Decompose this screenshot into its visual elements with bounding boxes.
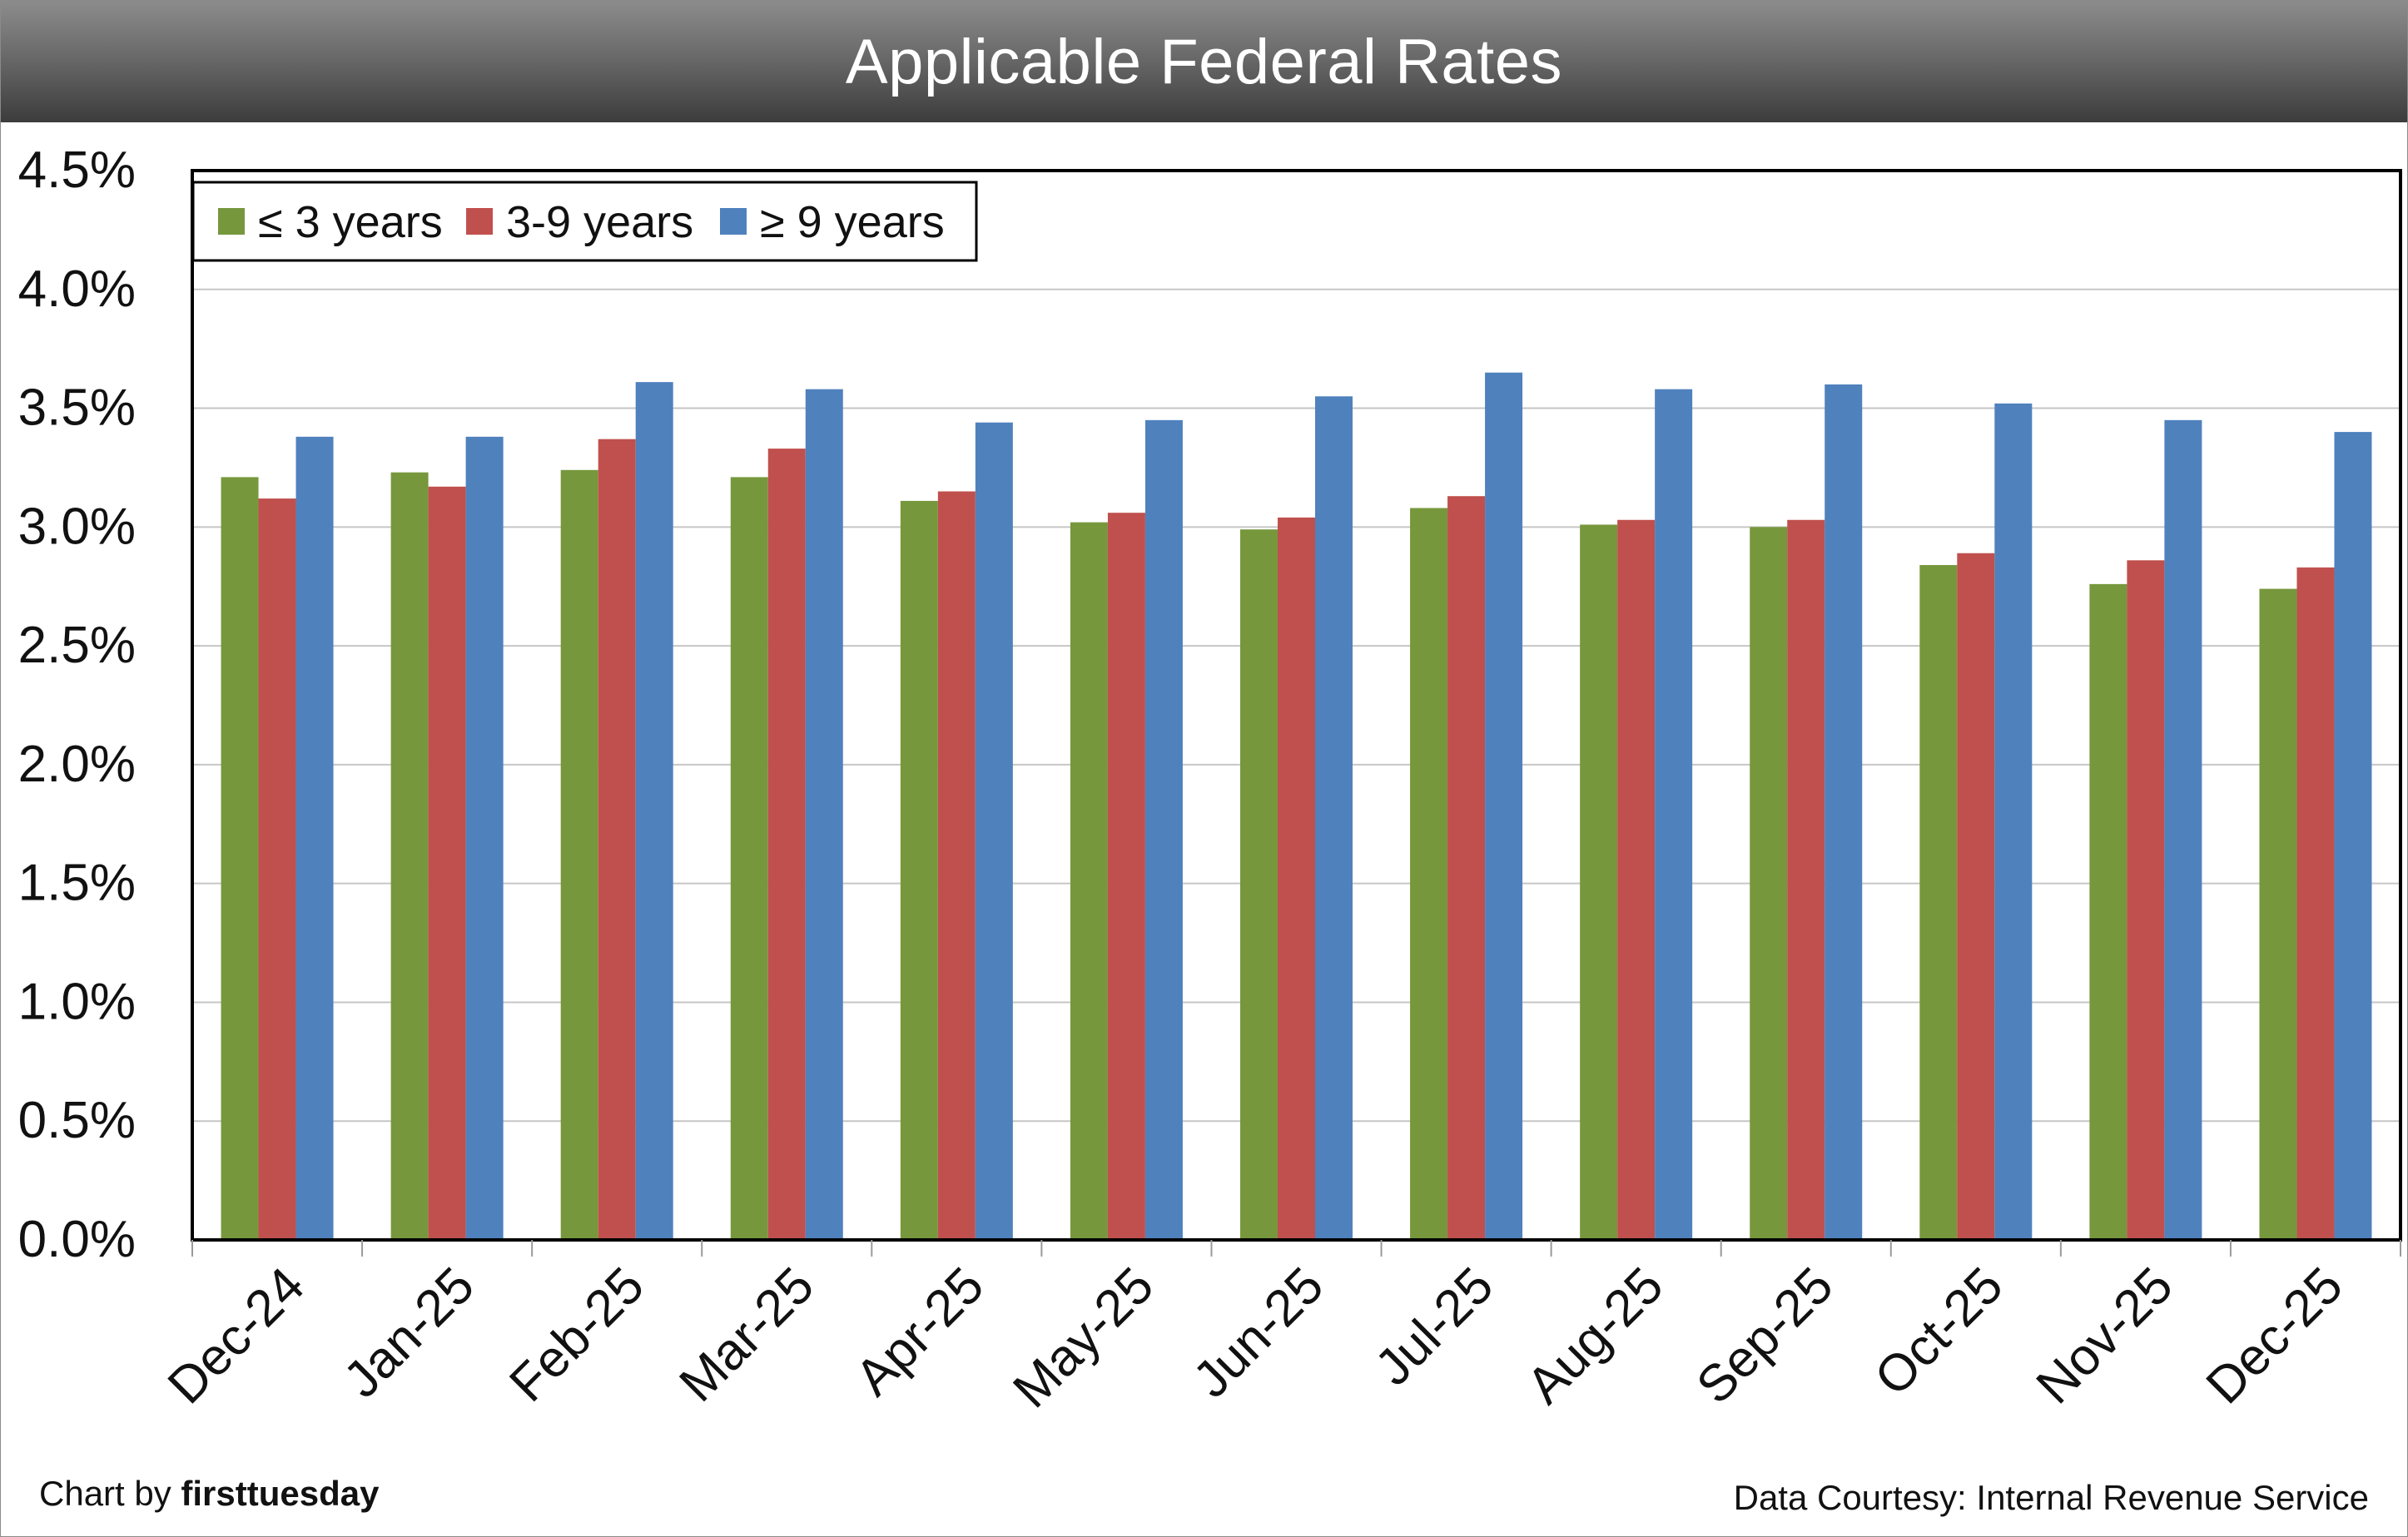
- x-tick-label: Jun-25: [1183, 1257, 1335, 1409]
- y-tick-label: 4.5%: [18, 141, 136, 199]
- bar: [428, 486, 466, 1240]
- y-tick-label: 4.0%: [18, 260, 136, 318]
- credit-brand: firsttuesday: [181, 1474, 380, 1513]
- x-tick-label: Sep-25: [1686, 1257, 1844, 1415]
- bar: [295, 436, 334, 1240]
- x-tick-label: Dec-24: [157, 1257, 315, 1415]
- legend-label: 3-9 years: [506, 197, 693, 247]
- legend-swatch: [720, 208, 747, 235]
- x-tick-label: Jan-25: [333, 1257, 485, 1409]
- x-tick-label: Apr-25: [845, 1257, 995, 1406]
- x-tick-label: Feb-25: [499, 1257, 655, 1413]
- y-tick-label: 0.0%: [18, 1211, 136, 1268]
- bar: [937, 491, 976, 1240]
- x-tick-label: Aug-25: [1516, 1257, 1674, 1415]
- legend-box: [191, 181, 978, 262]
- legend-label: ≥ 9 years: [760, 197, 945, 247]
- legend: ≤ 3 years 3-9 years ≥ 9 years: [191, 181, 978, 262]
- bar: [2089, 583, 2127, 1240]
- bar: [1957, 553, 1995, 1240]
- y-tick-label: 3.0%: [18, 498, 136, 555]
- data-source: Data Courtesy: Internal Revenue Service: [1733, 1478, 2369, 1517]
- plot-area-border: [191, 169, 2402, 1242]
- bar: [1315, 396, 1353, 1240]
- title-bar: Applicable Federal Rates: [1, 1, 2407, 122]
- chart-title: Applicable Federal Rates: [845, 26, 1563, 97]
- legend-swatch: [218, 208, 245, 235]
- axes: 0.0% 0.5% 1.0% 1.5% 2.0% 2.5% 3.0% 3.5% 4.0% 4.5%…: [18, 141, 2401, 1419]
- credit-prefix: Chart by: [39, 1474, 171, 1513]
- bar: [2259, 588, 2297, 1240]
- chart-credit: Chart by firsttuesday: [39, 1474, 379, 1514]
- bar: [635, 382, 673, 1241]
- bar: [1787, 519, 1825, 1240]
- y-tick-label: 0.5%: [18, 1092, 136, 1149]
- bar: [1485, 372, 1523, 1241]
- x-tick-label: Jul-25: [1364, 1257, 1504, 1396]
- bar: [1240, 529, 1278, 1240]
- bar: [805, 389, 843, 1240]
- bar: [1750, 527, 1788, 1240]
- bar: [975, 422, 1013, 1240]
- legend-swatch: [466, 208, 493, 235]
- bar: [1617, 519, 1656, 1240]
- x-tick-label: Oct-25: [1864, 1257, 2013, 1406]
- bar: [1825, 384, 1863, 1240]
- bar: [1655, 389, 1693, 1240]
- y-tick-label: 2.0%: [18, 736, 136, 793]
- bar: [390, 472, 429, 1240]
- bar: [1447, 496, 1486, 1240]
- bar: [2334, 432, 2372, 1240]
- x-tick-label: Mar-25: [669, 1257, 826, 1413]
- bar: [2296, 567, 2335, 1240]
- bar: [1278, 517, 1315, 1240]
- bar: [1580, 524, 1618, 1240]
- bar: [1410, 508, 1448, 1240]
- bar: [1919, 565, 1958, 1240]
- x-tick-label: Dec-25: [2196, 1257, 2354, 1415]
- bar: [767, 449, 806, 1240]
- bar: [730, 477, 768, 1240]
- bar: [465, 436, 504, 1240]
- bar: [1144, 419, 1183, 1240]
- y-tick-label: 2.5%: [18, 617, 136, 674]
- bar: [1994, 403, 2033, 1240]
- bar: [258, 498, 296, 1240]
- x-tick-label: May-25: [1002, 1257, 1164, 1419]
- y-tick-label: 1.5%: [18, 855, 136, 912]
- bar: [2127, 560, 2165, 1240]
- bars: [221, 372, 2372, 1241]
- bar: [1107, 513, 1145, 1240]
- y-tick-label: 3.5%: [18, 379, 136, 437]
- x-tick-label: Nov-25: [2026, 1257, 2184, 1415]
- bar: [1070, 522, 1108, 1240]
- y-tick-label: 1.0%: [18, 973, 136, 1030]
- bar: [900, 500, 938, 1240]
- bar: [221, 477, 259, 1240]
- bar: [598, 439, 636, 1240]
- legend-label: ≤ 3 years: [258, 197, 443, 247]
- bar: [560, 469, 598, 1240]
- bar: [2164, 419, 2202, 1240]
